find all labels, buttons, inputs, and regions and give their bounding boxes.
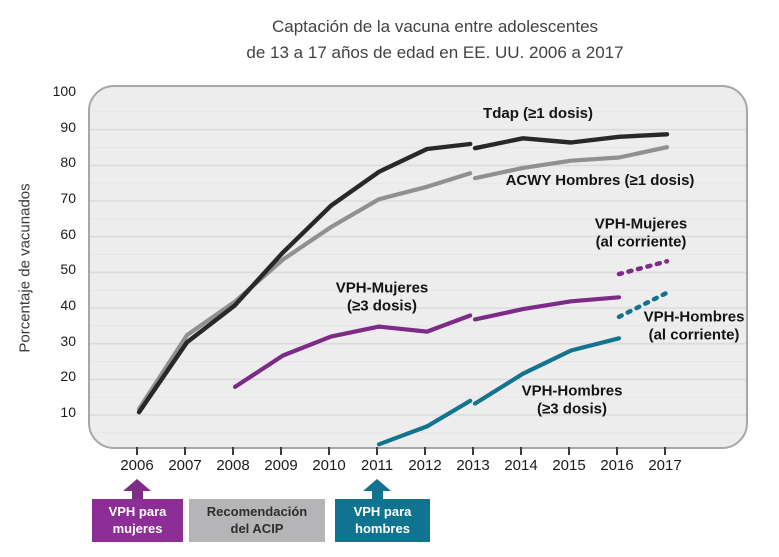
label-vph-hombres-corriente: VPH-Hombres (al corriente) xyxy=(643,308,745,343)
series-vph-mujeres-3dosis xyxy=(232,313,473,389)
label-tdap: Tdap (≥1 dosis) xyxy=(483,105,593,123)
y-tick-label: 90 xyxy=(60,118,76,135)
chart-title: Captación de la vacuna entre adolescente… xyxy=(105,14,765,65)
y-tick-label: 50 xyxy=(60,261,76,278)
x-tick-mark xyxy=(472,447,474,455)
series-vph-mujeres-3dosis xyxy=(472,295,622,322)
x-tick-mark xyxy=(664,447,666,455)
x-tick-label: 2013 xyxy=(456,457,490,474)
arrow-head xyxy=(123,479,151,491)
x-tick-mark xyxy=(376,447,378,455)
x-tick-mark xyxy=(136,447,138,455)
label-vph-mujeres-corriente: VPH-Mujeres (al corriente) xyxy=(594,215,688,250)
series-tdap xyxy=(472,132,670,151)
x-tick-mark xyxy=(520,447,522,455)
arrow-head xyxy=(363,479,391,491)
x-tick-mark xyxy=(184,447,186,455)
label-vph-mujeres-3dosis: VPH-Mujeres (≥3 dosis) xyxy=(335,279,429,314)
x-tick-label: 2006 xyxy=(120,457,154,474)
series-acwy xyxy=(472,145,670,181)
up-arrow-vph-mujeres-icon xyxy=(123,479,151,499)
arrow-stem xyxy=(371,491,383,499)
x-tick-mark xyxy=(280,447,282,455)
x-tick-label: 2008 xyxy=(216,457,250,474)
series-vph-hombres-3dosis xyxy=(472,336,622,406)
chart-title-line2: de 13 a 17 años de edad en EE. UU. 2006 … xyxy=(246,42,624,62)
plot-svg xyxy=(90,111,746,447)
arrow-stem xyxy=(131,491,143,499)
label-acwy: ACWY Hombres (≥1 dosis) xyxy=(505,172,695,190)
chart-title-line1: Captación de la vacuna entre adolescente… xyxy=(271,17,599,36)
x-tick-label: 2012 xyxy=(408,457,442,474)
label-vph-hombres-3dosis: VPH-Hombres (≥3 dosis) xyxy=(521,382,623,417)
y-tick-label: 30 xyxy=(60,332,76,349)
y-tick-label: 70 xyxy=(60,190,76,207)
y-tick-label: 10 xyxy=(60,404,76,421)
y-tick-label: 100 xyxy=(52,83,76,100)
x-tick-label: 2011 xyxy=(360,457,394,474)
series-acwy xyxy=(136,171,473,412)
event-box-acip: Recomendación del ACIP xyxy=(189,499,325,542)
x-tick-mark xyxy=(424,447,426,455)
series-vph-mujeres-corriente xyxy=(616,259,670,277)
series-vph-hombres-corriente xyxy=(616,290,670,320)
up-arrow-vph-hombres-icon xyxy=(363,479,391,499)
x-tick-mark xyxy=(232,447,234,455)
y-tick-label: 40 xyxy=(60,297,76,314)
event-box-vph-mujeres: VPH para mujeres xyxy=(92,499,183,542)
y-tick-label: 80 xyxy=(60,154,76,171)
x-tick-label: 2014 xyxy=(504,457,538,474)
x-tick-mark xyxy=(616,447,618,455)
x-tick-label: 2007 xyxy=(168,457,202,474)
y-tick-label: 60 xyxy=(60,225,76,242)
series-vph-hombres-3dosis xyxy=(376,398,473,447)
plot-area: Tdap (≥1 dosis) ACWY Hombres (≥1 dosis) … xyxy=(88,85,748,449)
y-tick-label: 20 xyxy=(60,368,76,385)
x-tick-label: 2015 xyxy=(552,457,586,474)
x-tick-mark xyxy=(568,447,570,455)
x-tick-label: 2009 xyxy=(264,457,298,474)
event-box-vph-hombres: VPH para hombres xyxy=(335,499,430,542)
series-tdap xyxy=(136,141,473,415)
x-tick-mark xyxy=(328,447,330,455)
x-tick-label: 2017 xyxy=(648,457,682,474)
x-tick-label: 2010 xyxy=(312,457,346,474)
x-tick-label: 2016 xyxy=(600,457,634,474)
